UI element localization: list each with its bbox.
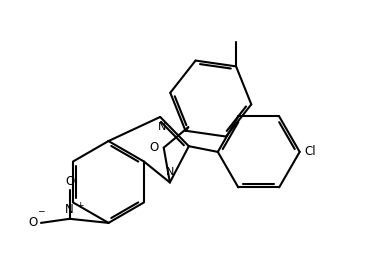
Text: O: O <box>65 175 74 188</box>
Text: +: + <box>76 201 83 210</box>
Text: O: O <box>28 216 38 229</box>
Text: Cl: Cl <box>304 145 316 158</box>
Text: O: O <box>149 141 159 154</box>
Text: N: N <box>158 122 167 132</box>
Text: −: − <box>37 207 45 215</box>
Text: N: N <box>166 167 174 177</box>
Text: N: N <box>65 203 74 216</box>
